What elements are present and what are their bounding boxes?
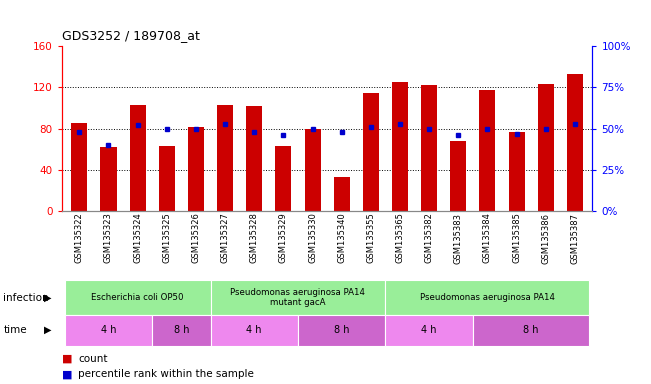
Text: time: time	[3, 325, 27, 335]
Bar	[100, 147, 117, 211]
Bar	[64, 280, 210, 315]
Bar	[392, 82, 408, 211]
Text: 4 h: 4 h	[101, 325, 117, 335]
Text: count: count	[78, 354, 107, 364]
Bar	[363, 93, 379, 211]
Text: GDS3252 / 189708_at: GDS3252 / 189708_at	[62, 29, 200, 42]
Bar	[385, 315, 473, 346]
Bar	[473, 315, 590, 346]
Bar	[334, 177, 350, 211]
Bar	[64, 315, 152, 346]
Bar	[305, 129, 320, 211]
Bar	[298, 315, 385, 346]
Bar	[210, 315, 298, 346]
Bar	[72, 124, 87, 211]
Text: ■: ■	[62, 354, 72, 364]
Bar	[275, 146, 292, 211]
Text: 8 h: 8 h	[523, 325, 539, 335]
Bar	[479, 91, 495, 211]
Text: Pseudomonas aeruginosa PA14: Pseudomonas aeruginosa PA14	[420, 293, 555, 302]
Bar	[130, 105, 146, 211]
Text: Escherichia coli OP50: Escherichia coli OP50	[91, 293, 184, 302]
Text: 8 h: 8 h	[174, 325, 189, 335]
Bar	[508, 132, 525, 211]
Bar	[188, 127, 204, 211]
Text: ■: ■	[62, 369, 72, 379]
Bar	[210, 280, 385, 315]
Bar	[450, 141, 466, 211]
Text: infection: infection	[3, 293, 49, 303]
Bar	[538, 84, 554, 211]
Text: ▶: ▶	[44, 325, 52, 335]
Text: 4 h: 4 h	[247, 325, 262, 335]
Text: ▶: ▶	[44, 293, 52, 303]
Bar	[159, 146, 175, 211]
Bar	[152, 315, 210, 346]
Text: 8 h: 8 h	[334, 325, 350, 335]
Text: percentile rank within the sample: percentile rank within the sample	[78, 369, 254, 379]
Bar	[217, 105, 233, 211]
Text: 4 h: 4 h	[421, 325, 437, 335]
Bar	[421, 85, 437, 211]
Text: Pseudomonas aeruginosa PA14
mutant gacA: Pseudomonas aeruginosa PA14 mutant gacA	[230, 288, 365, 307]
Bar	[385, 280, 590, 315]
Bar	[567, 74, 583, 211]
Bar	[246, 106, 262, 211]
